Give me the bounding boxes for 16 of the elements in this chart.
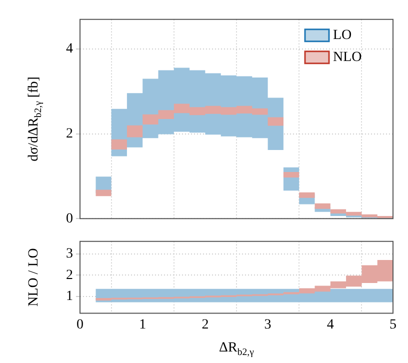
x-tick-label: 2 (202, 317, 209, 332)
legend-label: LO (333, 28, 352, 44)
y-tick-label: 3 (66, 246, 73, 262)
y-tick-label: 1 (66, 288, 73, 304)
y-axis-title: NLO / LO (26, 248, 42, 306)
x-tick-label: 1 (139, 317, 146, 332)
y-tick-label: 4 (66, 42, 73, 57)
x-tick-label: 0 (76, 317, 84, 332)
x-tick-label: 3 (264, 317, 272, 332)
y-tick-label: 2 (66, 268, 73, 283)
x-tick-label: 4 (326, 317, 334, 332)
y-tick-label: 0 (66, 211, 73, 226)
x-tick-label: 5 (390, 317, 396, 332)
y-tick-label: 2 (66, 126, 73, 142)
y-axis-title: dσ/dΔRb2,γ [fb] (26, 76, 44, 162)
legend-label: NLO (333, 50, 362, 66)
